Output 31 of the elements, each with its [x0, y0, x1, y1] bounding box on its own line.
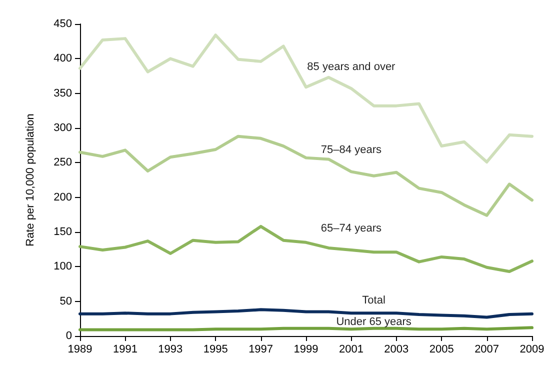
x-tick-label: 2005: [429, 344, 454, 356]
y-axis-title: Rate per 10,000 population: [24, 114, 36, 246]
y-tick-label: 450: [54, 18, 72, 30]
y-tick-label: 100: [54, 260, 72, 273]
x-tick-label: 1993: [158, 344, 183, 356]
x-tick-label: 2009: [520, 344, 544, 356]
x-tick-label: 1995: [203, 344, 228, 356]
line-series: [78, 34, 534, 164]
x-tick-label: 2007: [474, 344, 500, 356]
y-tick-label: 150: [54, 226, 72, 238]
line-series: [78, 134, 534, 217]
x-tick-label: 2001: [338, 344, 364, 356]
line-series: [78, 224, 534, 274]
y-tick-label: 0: [66, 330, 72, 342]
y-tick-label: 250: [54, 156, 72, 169]
x-tick-label: 1997: [248, 344, 274, 356]
x-tick-label: 2003: [384, 344, 409, 356]
y-tick-label: 300: [54, 122, 72, 134]
y-tick-label: 200: [54, 191, 72, 204]
series-label: Under 65 years: [336, 316, 412, 328]
x-tick-label: 1999: [294, 344, 318, 356]
series-label: 85 years and over: [307, 60, 396, 73]
y-tick-label: 50: [60, 295, 72, 308]
y-tick-label: 400: [54, 52, 72, 65]
series-label: 75–84 years: [320, 144, 382, 156]
series-label: Total: [362, 294, 386, 307]
series-label: 65–74 years: [320, 222, 382, 235]
x-tick-label: 1989: [68, 344, 92, 356]
y-tick-label: 350: [54, 87, 72, 100]
x-tick-label: 1991: [112, 344, 138, 356]
line-series: [78, 308, 534, 319]
